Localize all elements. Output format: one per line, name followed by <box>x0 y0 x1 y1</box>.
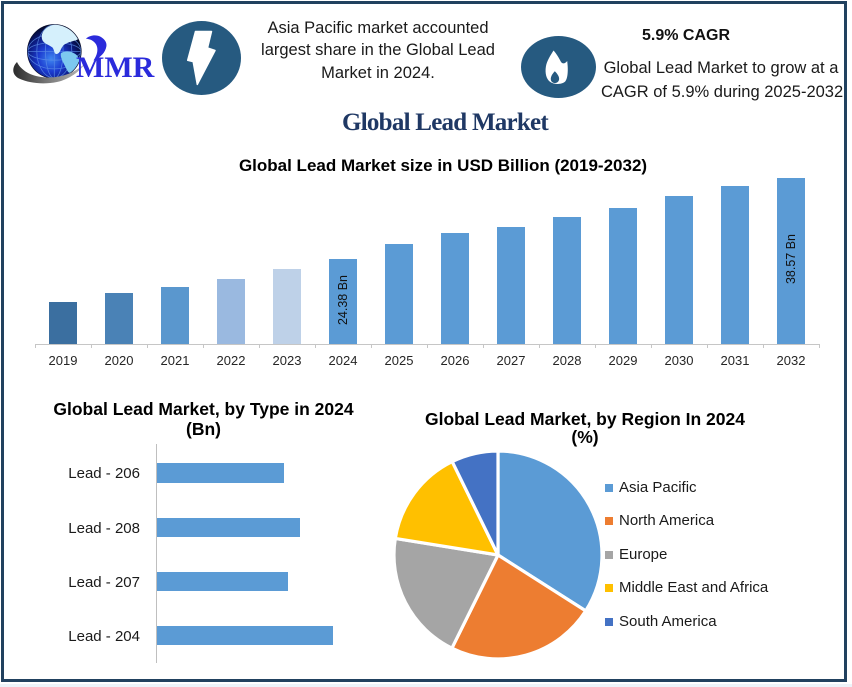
svg-text:MMR: MMR <box>76 51 155 84</box>
